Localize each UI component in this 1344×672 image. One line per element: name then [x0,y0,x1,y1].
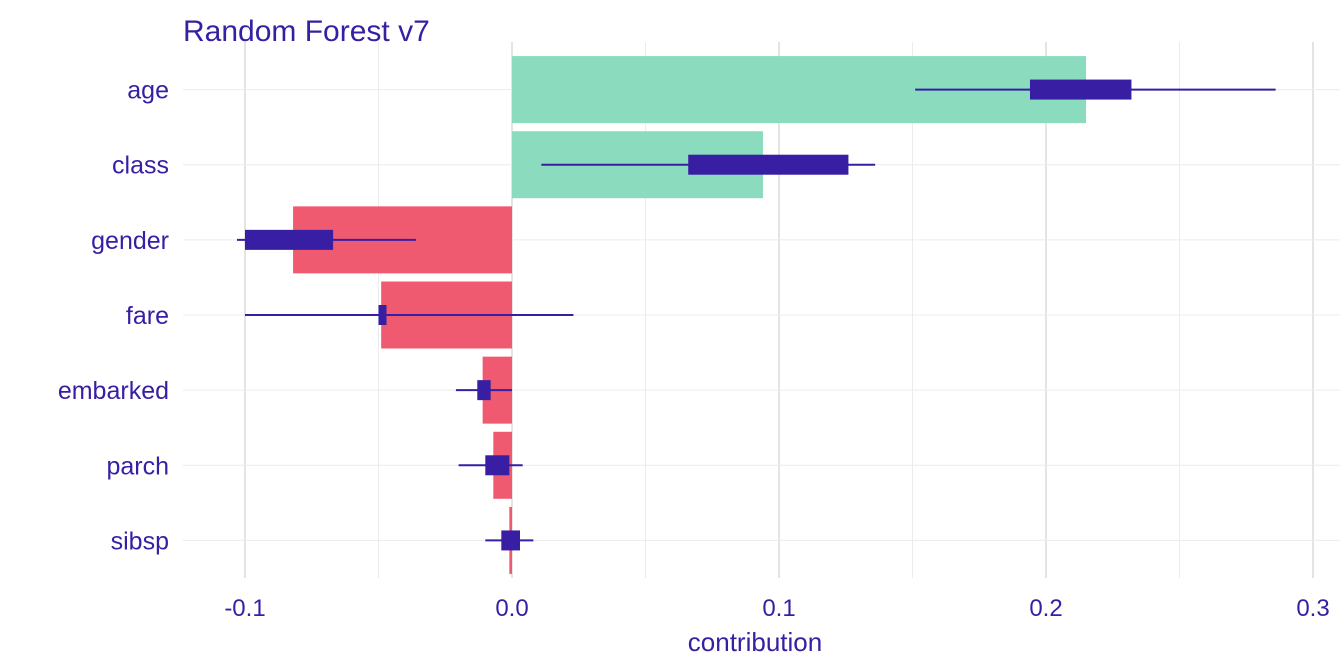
box-class [688,154,849,175]
y-axis-labels: age class gender fare embarked parch sibsp [58,77,169,556]
box-gender [245,229,334,250]
box-age [1029,79,1132,100]
x-axis-ticks: -0.1 0.0 0.1 0.2 0.3 [224,595,1329,622]
box-sibsp [501,530,521,551]
x-axis-label: contribution [688,627,822,657]
y-label-gender: gender [91,227,169,255]
x-tick-label: 0.2 [1029,595,1062,622]
x-tick-label: 0.0 [495,595,528,622]
x-tick-label: 0.3 [1296,595,1329,622]
box-fare [378,305,387,325]
y-label-embarked: embarked [58,377,169,405]
y-label-fare: fare [126,302,169,330]
box-embarked [477,380,491,401]
y-label-parch: parch [106,452,169,480]
box-parch [485,455,510,476]
y-label-sibsp: sibsp [111,527,169,555]
x-tick-label: 0.1 [762,595,795,622]
boxplots [236,79,1276,551]
y-label-age: age [127,77,169,105]
bars [293,56,1087,574]
x-tick-label: -0.1 [224,595,265,622]
chart-title: Random Forest v7 [183,15,430,48]
y-label-class: class [112,152,169,180]
